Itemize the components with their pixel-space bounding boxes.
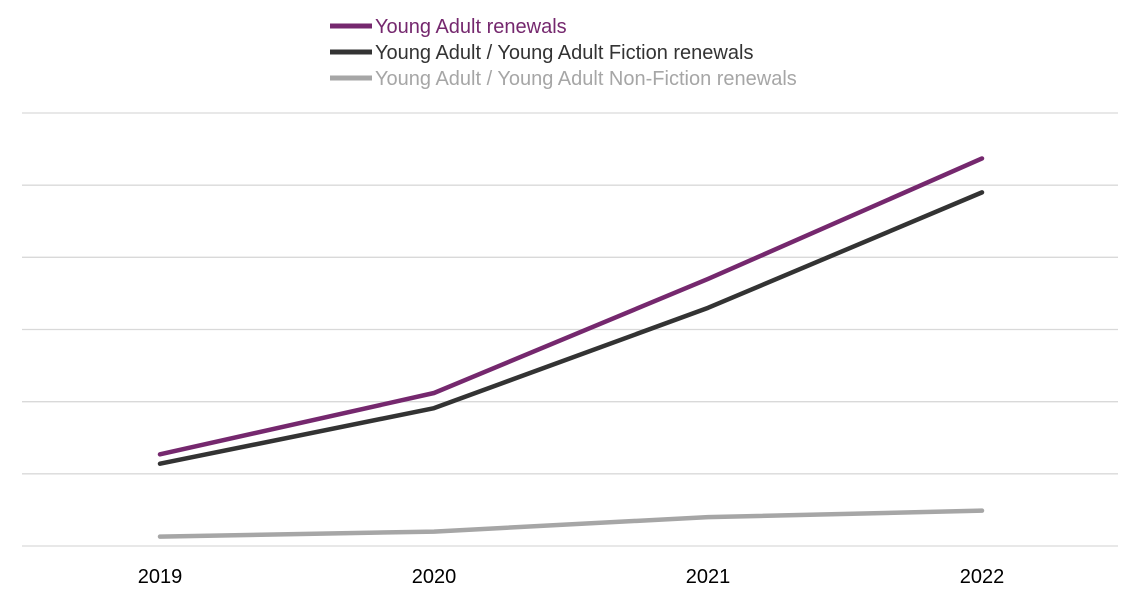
x-tick-label: 2020	[412, 566, 457, 588]
x-tick-label: 2019	[138, 566, 183, 588]
legend: Young Adult renewals Young Adult / Young …	[330, 16, 797, 90]
x-axis: 2019 2020 2021 2022	[138, 566, 1005, 588]
series-line	[157, 508, 985, 539]
legend-label: Young Adult renewals	[375, 16, 567, 38]
series-lines	[157, 156, 985, 539]
series-line	[157, 156, 985, 457]
gridlines	[22, 112, 1118, 547]
series-line	[157, 190, 985, 466]
x-tick-label: 2022	[960, 566, 1005, 588]
legend-label: Young Adult / Young Adult Non-Fiction re…	[375, 68, 797, 90]
x-tick-label: 2021	[686, 566, 731, 588]
legend-label: Young Adult / Young Adult Fiction renewa…	[375, 42, 753, 64]
